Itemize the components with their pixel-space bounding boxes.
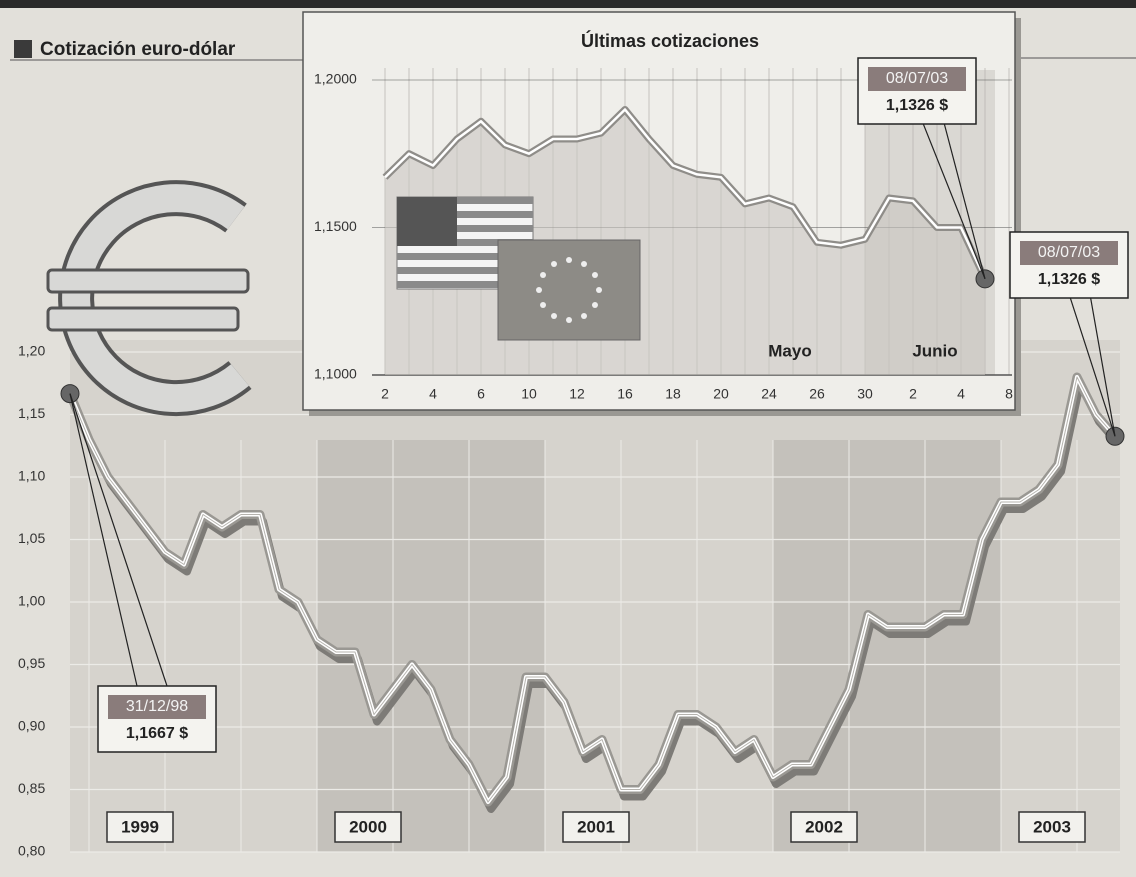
eu-star <box>566 257 572 263</box>
x-tick-label: 16 <box>617 386 633 402</box>
callout-date: 31/12/98 <box>126 698 188 715</box>
title-marker <box>14 40 32 58</box>
main-chart: 0,80 0,85 0,90 0,95 1,00 1,05 1,10 1,15 1,20 1999… <box>18 340 1124 859</box>
y-tick-label: 0,95 <box>18 655 45 671</box>
x-tick-label: 8 <box>1005 386 1013 402</box>
year-band <box>773 440 1001 852</box>
x-tick-label: 2 <box>909 386 917 402</box>
callout-date: 08/07/03 <box>886 70 948 87</box>
eu-star <box>551 261 557 267</box>
x-tick-label: 4 <box>957 386 965 402</box>
x-tick-label: 4 <box>429 386 437 402</box>
x-tick-label: 30 <box>857 386 873 402</box>
x-tick-label: 24 <box>761 386 777 402</box>
eu-star <box>592 272 598 278</box>
x-tick-label: 1999 <box>121 817 159 836</box>
y-tick-label: 0,80 <box>18 843 45 859</box>
y-tick-label: 1,15 <box>18 405 45 421</box>
x-tick-label: 12 <box>569 386 585 402</box>
eu-star <box>540 302 546 308</box>
eu-star <box>540 272 546 278</box>
y-tick-label: 1,1000 <box>314 366 357 382</box>
y-tick-label: 1,1500 <box>314 218 357 234</box>
eu-star <box>536 287 542 293</box>
chart-title: Cotización euro-dólar <box>40 39 236 60</box>
eu-star <box>596 287 602 293</box>
x-tick-label: 2000 <box>349 817 387 836</box>
inset-title: Últimas cotizaciones <box>581 30 759 51</box>
y-tick-label: 1,2000 <box>314 71 357 87</box>
y-tick-label: 1,05 <box>18 530 45 546</box>
eu-star <box>566 317 572 323</box>
y-tick-label: 0,90 <box>18 718 45 734</box>
x-tick-label: 20 <box>713 386 729 402</box>
x-tick-label: 10 <box>521 386 537 402</box>
callout-date: 08/07/03 <box>1038 244 1100 261</box>
x-tick-label: 2001 <box>577 817 615 836</box>
x-tick-label: 18 <box>665 386 681 402</box>
y-tick-label: 0,85 <box>18 780 45 796</box>
x-tick-label: 2 <box>381 386 389 402</box>
callout-value: 1,1667 $ <box>126 725 188 742</box>
month-label: Junio <box>912 341 957 360</box>
infographic: Cotización euro-dólar 0,80 0,85 0,90 0,95 1,… <box>0 0 1136 877</box>
eu-star <box>581 313 587 319</box>
year-band <box>317 440 545 852</box>
eu-star <box>581 261 587 267</box>
y-tick-label: 1,00 <box>18 593 45 609</box>
x-tick-label: 2002 <box>805 817 843 836</box>
top-bar <box>0 0 1136 8</box>
eu-star <box>551 313 557 319</box>
callout-value: 1,1326 $ <box>1038 271 1100 288</box>
y-tick-label: 1,20 <box>18 343 45 359</box>
eu-star <box>592 302 598 308</box>
x-tick-label: 6 <box>477 386 485 402</box>
callout-value: 1,1326 $ <box>886 97 948 114</box>
month-label: Mayo <box>768 341 811 360</box>
y-tick-label: 1,10 <box>18 468 45 484</box>
eu-flag <box>498 240 640 340</box>
x-tick-label: 2003 <box>1033 817 1071 836</box>
x-tick-label: 26 <box>809 386 825 402</box>
